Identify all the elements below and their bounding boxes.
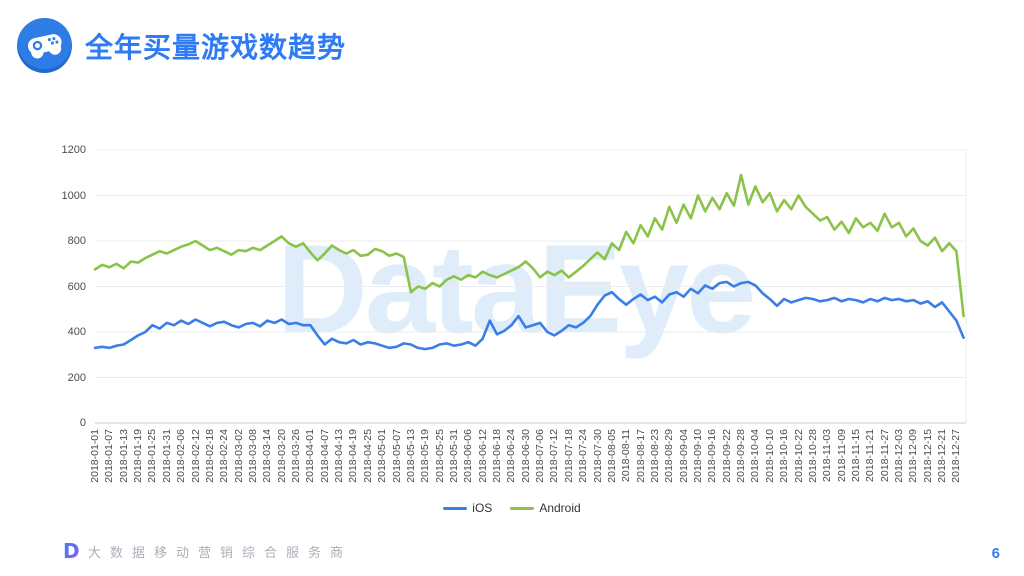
page-title: 全年买量游戏数趋势: [85, 31, 347, 63]
x-axis-tick-label: 2018-08-11: [620, 429, 632, 482]
x-axis-tick-label: 2018-09-10: [692, 429, 704, 483]
x-axis-tick-label: 2018-05-07: [391, 429, 403, 483]
x-axis-tick-label: 2018-02-18: [204, 429, 216, 483]
x-axis-tick-label: 2018-05-25: [434, 429, 446, 483]
x-axis-tick-label: 2018-11-15: [850, 429, 862, 482]
x-axis-tick-label: 2018-10-04: [749, 429, 761, 483]
x-axis-tick-label: 2018-10-10: [764, 429, 776, 483]
x-axis-tick-label: 2018-10-16: [778, 429, 790, 483]
x-axis-tick-label: 2018-12-09: [907, 429, 919, 483]
x-axis-tick-label: 2018-07-06: [534, 429, 546, 483]
x-axis-tick-label: 2018-08-23: [649, 429, 661, 483]
slide-header: 全年买量游戏数趋势: [17, 18, 346, 73]
x-axis-tick-label: 2018-04-25: [362, 429, 374, 483]
legend-label-ios: iOS: [472, 501, 493, 515]
x-axis-tick-label: 2018-02-12: [190, 429, 202, 483]
android-line: [93, 173, 965, 318]
x-axis-tick-label: 2018-12-27: [950, 429, 962, 483]
x-axis-tick-label: 2018-05-13: [405, 429, 417, 483]
x-axis-tick-label: 2018-09-16: [706, 429, 718, 483]
x-axis-tick-label: 2018-03-02: [233, 429, 245, 483]
footer-slogan: 大数据移动营销综合服务商: [88, 544, 353, 560]
x-axis-tick-label: 2018-05-31: [448, 429, 460, 483]
x-axis-tick-label: 2018-01-31: [161, 429, 173, 483]
x-axis-tick-label: 2018-04-07: [319, 429, 331, 483]
x-axis-tick-label: 2018-03-14: [261, 429, 273, 483]
x-axis-tick-label: 2018-06-06: [462, 429, 474, 483]
x-axis-tick-label: 2018-02-24: [218, 429, 230, 483]
x-axis-tick-label: 2018-01-07: [103, 429, 115, 483]
y-axis-tick-label: 800: [67, 235, 86, 247]
x-axis-tick-label: 2018-03-08: [247, 429, 259, 483]
x-axis-tick-label: 2018-09-04: [678, 429, 690, 483]
x-axis-tick-label: 2018-03-20: [276, 429, 288, 483]
x-axis-tick-label: 2018-11-27: [879, 429, 891, 482]
chart-legend: iOS Android: [0, 501, 1024, 515]
x-axis-tick-label: 2018-05-19: [419, 429, 431, 483]
y-axis-tick-label: 200: [67, 371, 86, 384]
x-axis-tick-label: 2018-12-15: [922, 429, 934, 483]
x-axis-tick-label: 2018-05-01: [376, 429, 388, 483]
x-axis-tick-label: 2018-01-19: [132, 429, 144, 483]
x-axis-tick-label: 2018-11-09: [836, 429, 848, 482]
x-axis-tick-label: 2018-06-24: [505, 429, 517, 483]
legend-label-android: Android: [539, 501, 581, 515]
x-axis-tick-label: 2018-01-13: [118, 429, 130, 483]
x-axis-tick-label: 2018-01-25: [146, 429, 158, 483]
x-axis-tick-label: 2018-06-12: [477, 429, 489, 483]
x-axis-tick-label: 2018-03-26: [290, 429, 302, 483]
x-axis-tick-label: 2018-06-30: [520, 429, 532, 483]
x-axis-tick-label: 2018-01-01: [89, 429, 101, 483]
y-axis-tick-label: 0: [79, 417, 86, 429]
x-axis-tick-label: 2018-10-22: [793, 429, 805, 483]
x-axis-tick-label: 2018-07-18: [563, 429, 575, 483]
x-axis-tick-label: 2018-10-28: [807, 429, 819, 483]
gamepad-icon: [17, 18, 72, 73]
y-axis-tick-label: 1000: [61, 189, 86, 202]
android-line-swatch: [510, 506, 535, 510]
x-axis-tick-label: 2018-12-03: [893, 429, 905, 483]
legend-item-ios[interactable]: iOS: [443, 501, 492, 515]
x-axis-tick-label: 2018-09-22: [721, 429, 733, 483]
x-axis-tick-label: 2018-08-05: [606, 429, 618, 483]
gamepad-icon-glyph: [27, 33, 62, 58]
x-axis-tick-label: 2018-12-21: [936, 429, 948, 483]
y-axis-tick-label: 400: [67, 326, 86, 338]
legend-item-android[interactable]: Android: [510, 501, 581, 515]
x-axis-tick-label: 2018-07-24: [577, 429, 589, 483]
x-axis-tick-label: 2018-04-13: [333, 429, 345, 483]
x-axis-tick-label: 2018-08-17: [635, 429, 647, 483]
svg-text:D: D: [63, 541, 80, 561]
x-axis-tick-label: 2018-04-01: [304, 429, 316, 483]
trend-line-chart[interactable]: [93, 149, 967, 424]
x-axis-tick-label: 2018-07-30: [592, 429, 604, 483]
y-axis-tick-label: 1200: [61, 144, 86, 156]
x-axis-tick-label: 2018-11-21: [864, 429, 876, 482]
y-axis-tick-label: 600: [67, 280, 86, 293]
x-axis-tick-label: 2018-06-18: [491, 429, 503, 483]
page-number: 6: [991, 545, 1000, 562]
x-axis-tick-label: 2018-09-28: [735, 429, 747, 483]
dataeye-logo-icon: D: [63, 541, 80, 561]
x-axis-tick-label: 2018-02-06: [175, 429, 187, 483]
x-axis-tick-label: 2018-08-29: [663, 429, 675, 483]
x-axis-tick-label: 2018-04-19: [347, 429, 359, 483]
ios-line: [93, 280, 965, 351]
footer: D 大数据移动营销综合服务商: [62, 541, 352, 561]
x-axis-tick-label: 2018-11-03: [821, 429, 833, 482]
x-axis-tick-label: 2018-07-12: [548, 429, 560, 483]
ios-line-swatch: [443, 506, 468, 510]
